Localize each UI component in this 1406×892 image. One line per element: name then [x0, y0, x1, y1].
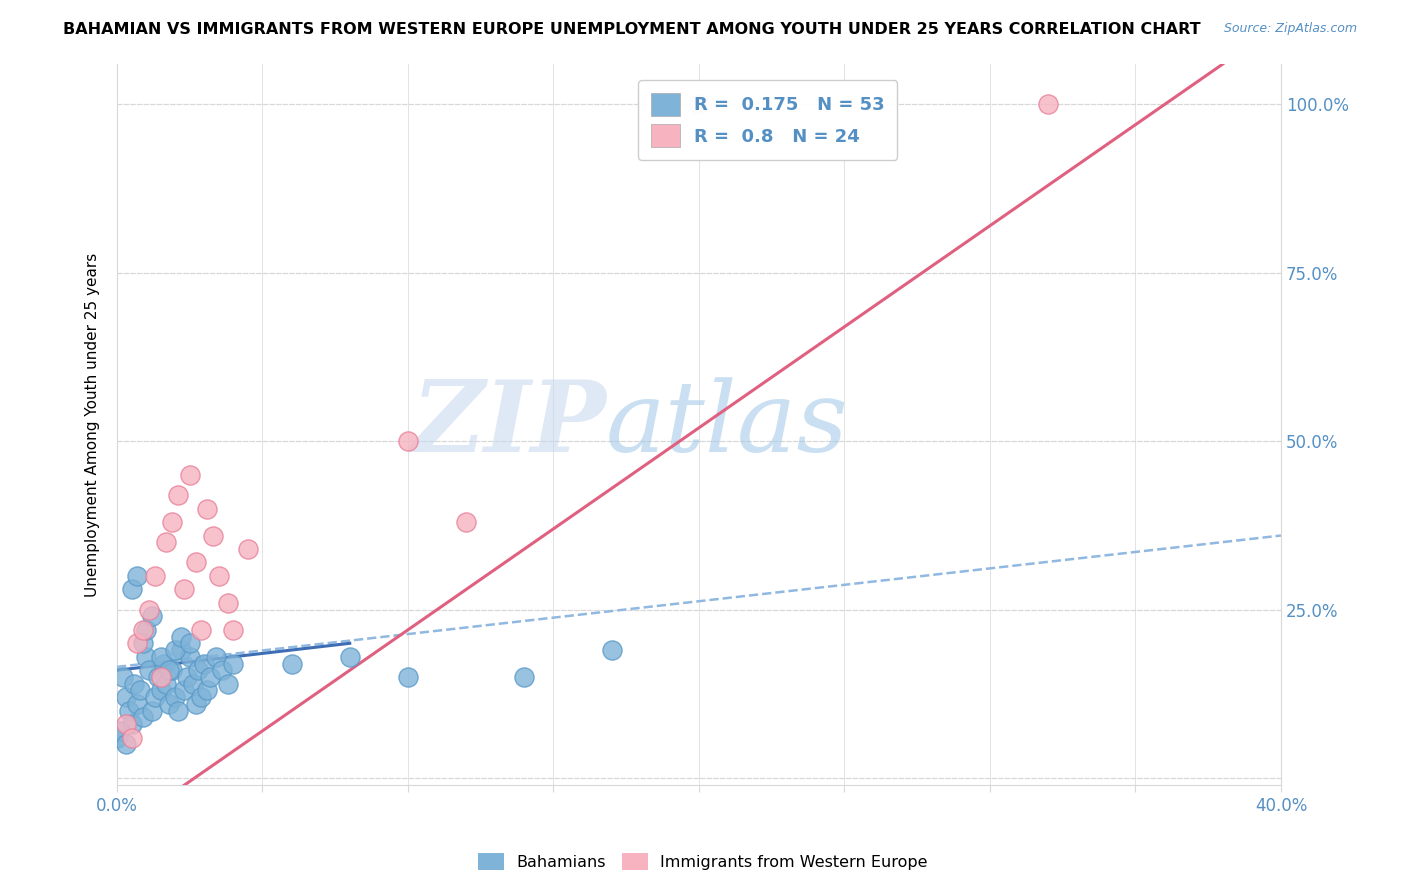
- Point: [121, 731, 143, 745]
- Point: [513, 670, 536, 684]
- Point: [132, 710, 155, 724]
- Point: [179, 467, 201, 482]
- Point: [111, 670, 134, 684]
- Point: [162, 515, 184, 529]
- Y-axis label: Unemployment Among Youth under 25 years: Unemployment Among Youth under 25 years: [86, 252, 100, 597]
- Point: [135, 623, 157, 637]
- Point: [127, 569, 149, 583]
- Point: [217, 596, 239, 610]
- Point: [167, 488, 190, 502]
- Point: [141, 609, 163, 624]
- Point: [190, 623, 212, 637]
- Point: [688, 97, 710, 112]
- Point: [181, 677, 204, 691]
- Point: [195, 501, 218, 516]
- Point: [190, 690, 212, 705]
- Point: [114, 737, 136, 751]
- Point: [167, 704, 190, 718]
- Point: [129, 683, 152, 698]
- Point: [143, 690, 166, 705]
- Point: [195, 683, 218, 698]
- Point: [127, 636, 149, 650]
- Point: [170, 643, 193, 657]
- Point: [121, 582, 143, 597]
- Point: [108, 723, 131, 738]
- Point: [146, 670, 169, 684]
- Point: [187, 663, 209, 677]
- Point: [201, 528, 224, 542]
- Point: [155, 677, 177, 691]
- Point: [124, 677, 146, 691]
- Point: [155, 535, 177, 549]
- Point: [339, 649, 361, 664]
- Point: [179, 649, 201, 664]
- Point: [138, 663, 160, 677]
- Point: [600, 643, 623, 657]
- Point: [114, 717, 136, 731]
- Point: [280, 657, 302, 671]
- Point: [236, 541, 259, 556]
- Text: ZIP: ZIP: [411, 376, 606, 473]
- Text: BAHAMIAN VS IMMIGRANTS FROM WESTERN EUROPE UNEMPLOYMENT AMONG YOUTH UNDER 25 YEA: BAHAMIAN VS IMMIGRANTS FROM WESTERN EURO…: [63, 22, 1201, 37]
- Point: [211, 663, 233, 677]
- Point: [149, 649, 172, 664]
- Point: [165, 643, 187, 657]
- Point: [105, 731, 128, 745]
- Point: [127, 697, 149, 711]
- Point: [117, 704, 139, 718]
- Point: [198, 670, 221, 684]
- Text: atlas: atlas: [606, 376, 849, 472]
- Point: [149, 683, 172, 698]
- Point: [173, 582, 195, 597]
- Point: [205, 649, 228, 664]
- Point: [396, 670, 419, 684]
- Point: [176, 670, 198, 684]
- Point: [143, 569, 166, 583]
- Point: [138, 602, 160, 616]
- Point: [132, 636, 155, 650]
- Point: [222, 623, 245, 637]
- Text: Source: ZipAtlas.com: Source: ZipAtlas.com: [1223, 22, 1357, 36]
- Point: [152, 657, 174, 671]
- Point: [184, 556, 207, 570]
- Point: [456, 515, 478, 529]
- Point: [217, 677, 239, 691]
- Point: [149, 670, 172, 684]
- Point: [157, 697, 180, 711]
- Point: [121, 717, 143, 731]
- Point: [157, 663, 180, 677]
- Point: [179, 636, 201, 650]
- Point: [135, 649, 157, 664]
- Point: [162, 663, 184, 677]
- Point: [141, 704, 163, 718]
- Legend: Bahamians, Immigrants from Western Europe: Bahamians, Immigrants from Western Europ…: [472, 847, 934, 877]
- Point: [132, 623, 155, 637]
- Point: [222, 657, 245, 671]
- Point: [208, 569, 231, 583]
- Point: [165, 690, 187, 705]
- Point: [173, 683, 195, 698]
- Point: [396, 434, 419, 449]
- Point: [1036, 97, 1059, 112]
- Point: [114, 690, 136, 705]
- Point: [170, 630, 193, 644]
- Point: [184, 697, 207, 711]
- Point: [193, 657, 215, 671]
- Legend: R =  0.175   N = 53, R =  0.8   N = 24: R = 0.175 N = 53, R = 0.8 N = 24: [638, 80, 897, 160]
